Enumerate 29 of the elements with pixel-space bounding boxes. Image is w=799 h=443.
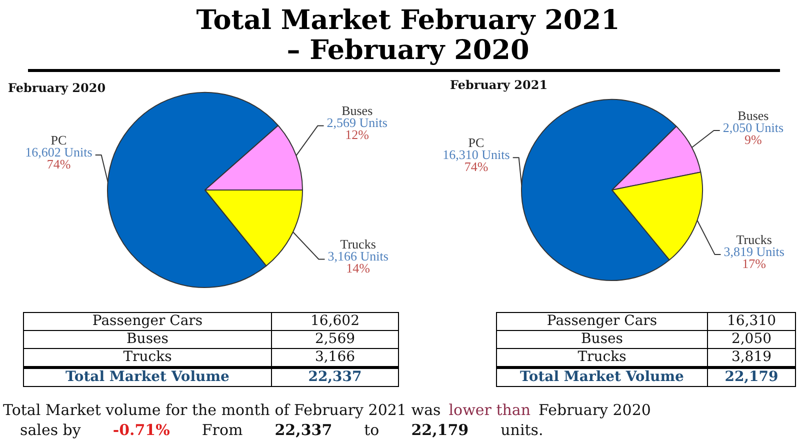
text: From (202, 420, 243, 440)
text: Passenger Cars (496, 312, 708, 330)
text: 2,050 (708, 330, 796, 348)
text: 16,602 (272, 312, 398, 330)
text: 22,337 (272, 368, 398, 386)
text: 3,819 (708, 348, 796, 368)
text: Trucks (24, 348, 272, 368)
text: Total Market February 2021 – February 2020 (195, 5, 621, 66)
text: February 2020 (538, 400, 651, 420)
text: Total Market volume for the month of February 2021 was (3, 400, 441, 420)
text: Passenger Cars (24, 312, 272, 330)
chart-title: February 2020 (8, 81, 106, 95)
text: sales by (20, 420, 81, 440)
text: lower than (448, 400, 531, 420)
text: units. (500, 420, 544, 440)
text: 22,179 (708, 368, 796, 386)
text: Buses (496, 330, 708, 348)
text: 16,310 (708, 312, 796, 330)
text: 22,179 (411, 420, 469, 440)
text: -0.71% (112, 420, 170, 440)
text: Total Market Volume (496, 368, 708, 386)
text: Trucks (496, 348, 708, 368)
text: 2,569 (272, 330, 398, 348)
text: to (364, 420, 380, 440)
text: 3,166 (272, 348, 398, 368)
chart-title: February 2021 (450, 78, 548, 92)
text: Buses (24, 330, 272, 348)
text: Total Market Volume (24, 368, 272, 386)
text: 22,337 (274, 420, 332, 440)
